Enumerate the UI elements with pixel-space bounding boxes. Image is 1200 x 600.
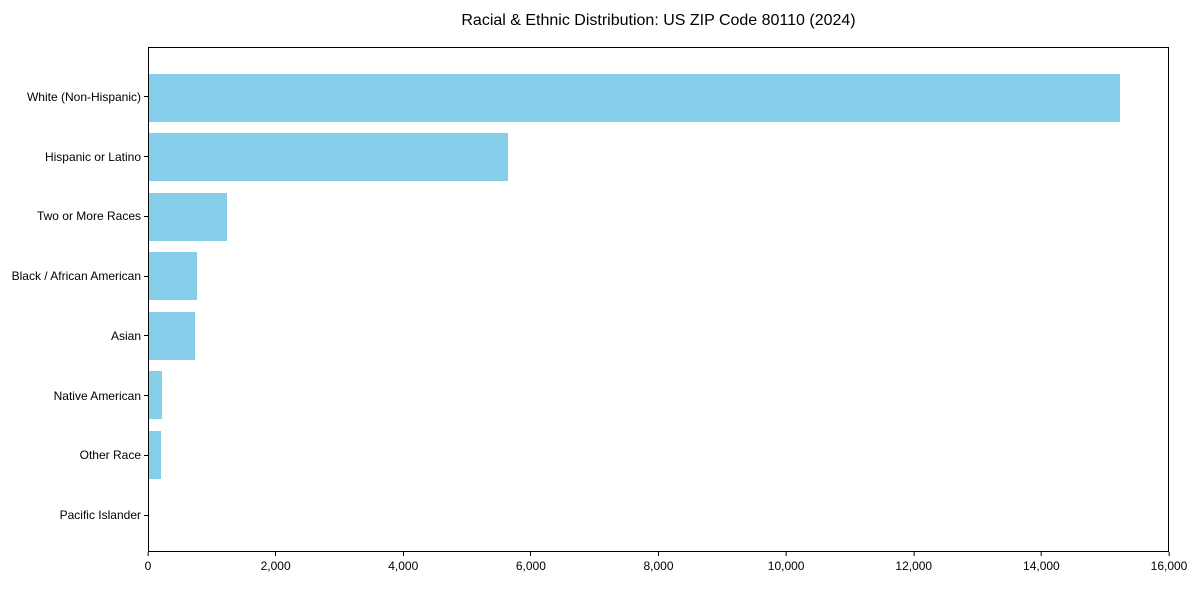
x-tick-group: 6,000: [516, 552, 546, 573]
bar-row: [149, 485, 1168, 545]
x-tick-group: 2,000: [261, 552, 291, 573]
x-tick-mark: [530, 552, 532, 556]
bar-row: [149, 187, 1168, 247]
y-axis-label: White (Non-Hispanic): [26, 89, 141, 104]
y-axis-label-row: Pacific Islander: [0, 485, 148, 545]
x-tick-label: 12,000: [895, 559, 933, 573]
bar: [149, 311, 195, 360]
y-axis-label: Native American: [53, 388, 141, 403]
y-tick-mark: [144, 275, 148, 277]
bar-row: [149, 425, 1168, 485]
x-tick-group: 16,000: [1150, 552, 1188, 573]
y-axis-label: Pacific Islander: [59, 508, 141, 523]
y-axis-label-row: Two or More Races: [0, 187, 148, 247]
x-tick-label: 0: [144, 559, 152, 573]
x-tick-label: 4,000: [388, 559, 419, 573]
y-axis-label: Hispanic or Latino: [44, 149, 141, 164]
bar-row: [149, 247, 1168, 307]
bar: [149, 430, 162, 479]
x-tick-mark: [785, 552, 787, 556]
y-axis-label-row: Other Race: [0, 426, 148, 486]
y-axis-label: Other Race: [79, 448, 141, 463]
x-tick-mark: [147, 552, 149, 556]
x-tick-group: 14,000: [1023, 552, 1060, 573]
y-axis-label-row: Black / African American: [0, 246, 148, 306]
x-tick-mark: [275, 552, 277, 556]
y-axis-label: Asian: [110, 328, 141, 343]
y-tick-mark: [144, 454, 148, 456]
y-axis-label: Two or More Races: [36, 209, 141, 224]
bar-rows: [149, 48, 1168, 551]
x-tick-label: 10,000: [767, 559, 805, 573]
x-tick-label: 16,000: [1150, 559, 1188, 573]
x-axis: 0 2,000 4,000 6,000 8,000 10,000 12,000 14,000 1…: [144, 552, 1187, 586]
x-tick-mark: [1040, 552, 1042, 556]
y-tick-mark: [144, 514, 148, 516]
x-tick-mark: [913, 552, 915, 556]
y-axis-label-row: Native American: [0, 366, 148, 426]
y-tick-mark: [144, 335, 148, 337]
plot-area: [148, 47, 1169, 552]
y-tick-mark: [144, 395, 148, 397]
x-tick-label: 6,000: [515, 559, 546, 573]
y-axis-label: Black / African American: [11, 269, 141, 284]
x-tick-mark: [402, 552, 404, 556]
x-tick-group: 12,000: [895, 552, 932, 573]
x-tick-group: 4,000: [388, 552, 418, 573]
x-tick-group: 8,000: [643, 552, 674, 573]
y-tick-mark: [144, 156, 148, 158]
x-tick-group: 10,000: [767, 552, 805, 573]
x-tick-label: 2,000: [260, 559, 291, 573]
y-axis-label-row: Hispanic or Latino: [0, 127, 148, 187]
y-tick-mark: [144, 215, 148, 217]
chart-title: Racial & Ethnic Distribution: US ZIP Cod…: [461, 12, 856, 29]
bar-row: [149, 306, 1168, 366]
bar: [149, 192, 228, 241]
x-tick-group: 0: [144, 552, 152, 573]
x-tick-label: 14,000: [1023, 559, 1060, 573]
x-tick-mark: [658, 552, 659, 556]
bar: [149, 73, 1121, 122]
x-tick-label: 8,000: [643, 559, 674, 573]
bar-row: [149, 128, 1168, 188]
bar: [149, 133, 508, 182]
bar-row: [149, 68, 1168, 128]
x-tick-mark: [1168, 552, 1170, 556]
bar: [149, 371, 163, 420]
y-axis-label-row: Asian: [0, 306, 148, 366]
bar-row: [149, 366, 1168, 426]
y-tick-mark: [144, 96, 148, 98]
y-axis-labels: White (Non-Hispanic) Hispanic or Latino Tw…: [0, 47, 148, 552]
bar: [149, 252, 197, 301]
y-axis-label-row: White (Non-Hispanic): [0, 67, 148, 127]
